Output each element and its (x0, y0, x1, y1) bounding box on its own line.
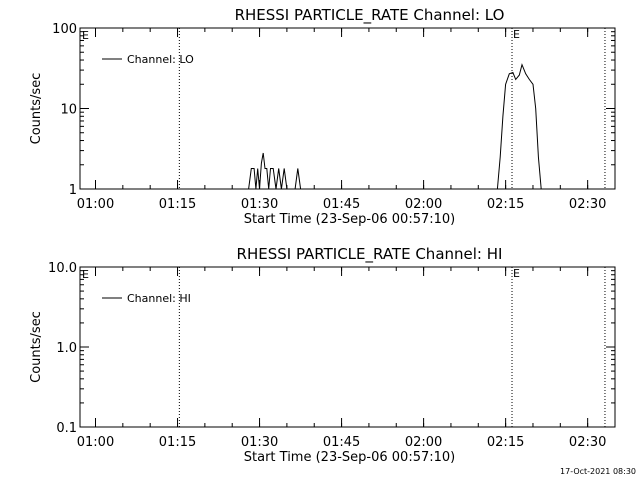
y-tick-label-1-1: 1.0 (56, 341, 77, 356)
x-tick-label-0-4: 02:00 (405, 197, 442, 212)
event-label-0-1: E (513, 28, 520, 41)
x-tick-label-1-6: 02:30 (569, 435, 606, 450)
y-tick-label-1-2: 10.0 (48, 261, 77, 276)
x-tick-label-1-1: 01:15 (159, 435, 196, 450)
y-tick-label-0-1: 10 (60, 103, 77, 118)
y-tick-label-0-0: 1 (69, 183, 77, 198)
timestamp-text: 17-Oct-2021 08:30 (560, 467, 636, 476)
y-tick-label-1-0: 0.1 (56, 421, 77, 436)
hidden-bindings: 17-Oct-2021 08:30 (0, 0, 1, 1)
x-tick-label-1-2: 01:30 (241, 435, 278, 450)
legend-label-0: Channel: LO (127, 53, 194, 66)
x-tick-label-0-2: 01:30 (241, 197, 278, 212)
x-tick-label-1-3: 01:45 (323, 435, 360, 450)
y-axis-label-1: Counts/sec (29, 311, 44, 383)
x-tick-label-1-0: 01:00 (77, 435, 114, 450)
x-tick-label-0-5: 02:15 (487, 197, 524, 212)
x-tick-label-0-1: 01:15 (159, 197, 196, 212)
y-axis-label-0: Counts/sec (29, 73, 44, 145)
timestamp-source: 17-Oct-2021 08:30 (0, 0, 1, 1)
x-tick-label-0-6: 02:30 (569, 197, 606, 212)
chart-title-1: RHESSI PARTICLE_RATE Channel: HI (237, 245, 503, 264)
plot-frame-1 (79, 266, 616, 428)
x-tick-label-0-3: 01:45 (323, 197, 360, 212)
y-tick-label-0-2: 100 (52, 22, 77, 37)
x-tick-label-1-5: 02:15 (487, 435, 524, 450)
event-label-1-1: E (513, 267, 520, 280)
x-tick-label-1-4: 02:00 (405, 435, 442, 450)
x-axis-label-1: Start Time (23-Sep-06 00:57:10) (244, 450, 455, 465)
corner-label-1: E (82, 268, 89, 281)
chart-title-0: RHESSI PARTICLE_RATE Channel: LO (235, 6, 505, 25)
series-line-0-0 (248, 152, 302, 190)
x-tick-label-0-0: 01:00 (77, 197, 114, 212)
corner-label-0: E (82, 29, 89, 42)
series-line-0-1 (496, 63, 542, 190)
x-axis-label-0: Start Time (23-Sep-06 00:57:10) (244, 212, 455, 227)
legend-label-1: Channel: HI (127, 292, 191, 305)
